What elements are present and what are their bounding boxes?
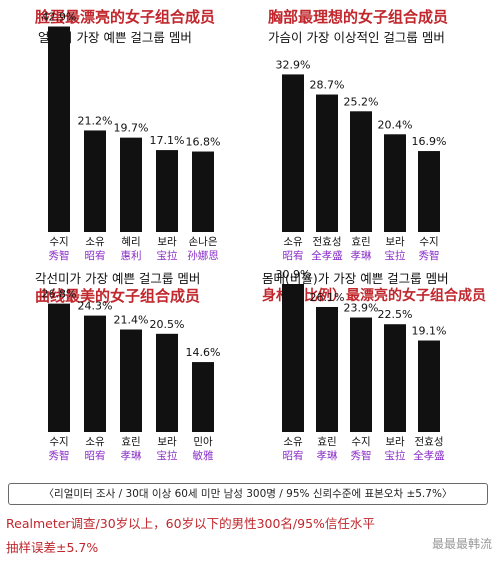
chart-2-title-ko: 가슴이 가장 이상적인 걸그룹 멤버 <box>268 30 445 45</box>
chart-2-category-cn-label-5: 秀智 <box>419 249 440 262</box>
chart-4-category-label-2: 효린 <box>317 436 336 448</box>
chart-4-bar-1 <box>282 283 304 432</box>
chart-3-title-cn: 曲线最美的女子组合成员 <box>35 287 201 305</box>
chart-2-bar-3 <box>350 111 372 232</box>
footnote-line-2: 抽样误差±5.7% <box>6 540 99 555</box>
chart-1-category-label-3: 혜리 <box>121 236 140 248</box>
chart-1-bar-5 <box>192 151 214 232</box>
chart-3-title-ko: 각선미가 가장 예쁜 걸그룹 멤버 <box>35 271 201 286</box>
chart-2-value-label-3: 25.2% <box>344 95 379 108</box>
chart-4-value-label-2: 26.1% <box>310 291 345 304</box>
chart-1-category-label-2: 소유 <box>85 236 105 248</box>
charts-canvas: 42.9%수지秀智21.2%소유昭宥19.7%혜리惠利17.1%보라宝拉16.8… <box>42 11 447 462</box>
chart-3-category-cn-label-3: 孝琳 <box>121 450 142 462</box>
chart-1-category-label-5: 손나은 <box>189 236 218 248</box>
chart-4-category-label-1: 소유 <box>283 436 303 448</box>
chart-4-bar-3 <box>350 317 372 432</box>
chart-2-category-label-5: 수지 <box>419 236 438 248</box>
chart-1-category-cn-label-3: 惠利 <box>121 249 142 262</box>
chart-2-category-label-3: 효린 <box>351 236 370 248</box>
watermark-text: 最最最韩流 <box>431 537 492 551</box>
chart-4-category-cn-label-3: 秀智 <box>351 449 372 462</box>
chart-4-category-label-3: 수지 <box>351 436 370 448</box>
chart-2-bar-1 <box>282 74 304 232</box>
chart-3-value-label-2: 24.3% <box>78 300 113 313</box>
chart-1-value-label-2: 21.2% <box>78 114 113 127</box>
chart-3-bar-1 <box>48 303 70 432</box>
chart-1-category-label-4: 보라 <box>157 236 177 248</box>
chart-3-category-cn-label-2: 昭宥 <box>85 449 106 462</box>
chart-3-category-label-1: 수지 <box>49 436 68 448</box>
chart-1-bar-1 <box>48 26 70 232</box>
chart-4-category-cn-label-4: 宝拉 <box>385 449 406 462</box>
chart-2-value-label-2: 28.7% <box>310 79 345 92</box>
chart-2-value-label-5: 16.9% <box>412 135 447 148</box>
chart-1-bar-3 <box>120 137 142 232</box>
chart-2-category-cn-label-3: 孝琳 <box>351 250 372 262</box>
chart-3-value-label-5: 14.6% <box>186 346 221 359</box>
chart-2-category-label-2: 전효성 <box>313 236 342 248</box>
chart-4-bar-2 <box>316 306 338 432</box>
chart-1-value-label-3: 19.7% <box>114 122 149 135</box>
chart-3-bar-5 <box>192 362 214 432</box>
chart-2-value-label-4: 20.4% <box>378 118 413 131</box>
chart-1-bar-4 <box>156 150 178 232</box>
chart-4-value-label-5: 19.1% <box>412 325 447 338</box>
chart-1-title-cn: 脸蛋最漂亮的女子组合成员 <box>35 8 216 26</box>
chart-3-category-label-5: 민아 <box>193 436 213 448</box>
footnote-line-1: Realmeter调查/30岁以上，60岁以下的男性300名/95%信任水平 <box>6 516 375 531</box>
chart-1-bar-2 <box>84 130 106 232</box>
chart-2-category-cn-label-4: 宝拉 <box>385 249 406 262</box>
chart-4-bar-5 <box>418 340 440 432</box>
chart-1-category-label-1: 수지 <box>49 236 68 248</box>
chart-3-value-label-1: 26.8% <box>42 288 77 301</box>
chart-3-category-cn-label-1: 秀智 <box>49 449 70 462</box>
chart-4-value-label-1: 30.9% <box>276 268 311 281</box>
chart-3-category-label-2: 소유 <box>85 436 105 448</box>
chart-3-value-label-3: 21.4% <box>114 313 149 326</box>
chart-2-bar-5 <box>418 151 440 232</box>
chart-4-value-label-4: 22.5% <box>378 308 413 321</box>
chart-4-title-cn: 身材（比例）最漂亮的女子组合成员 <box>262 288 486 304</box>
chart-2-bar-2 <box>316 94 338 232</box>
chart-1-category-cn-label-4: 宝拉 <box>157 249 178 262</box>
chart-2-category-label-4: 보라 <box>385 236 405 248</box>
chart-4-value-label-3: 23.9% <box>344 302 379 315</box>
chart-3-category-cn-label-4: 宝拉 <box>157 449 178 462</box>
chart-3-bar-2 <box>84 315 106 432</box>
chart-1-value-label-1: 42.9% <box>42 11 77 24</box>
chart-4-title-ko: 몸매(비율)가 가장 예쁜 걸그룹 멤버 <box>262 271 449 286</box>
chart-3-bar-3 <box>120 329 142 432</box>
chart-2-bar-4 <box>384 134 406 232</box>
chart-3-bar-4 <box>156 333 178 432</box>
chart-1-value-label-5: 16.8% <box>186 136 221 149</box>
chart-1-category-cn-label-5: 孙娜恩 <box>187 249 219 262</box>
chart-1-category-cn-label-1: 秀智 <box>49 249 70 262</box>
chart-1-category-cn-label-2: 昭宥 <box>85 249 106 262</box>
chart-3-category-label-3: 효린 <box>121 436 140 448</box>
chart-4-category-cn-label-1: 昭宥 <box>283 449 304 462</box>
chart-2-category-cn-label-1: 昭宥 <box>283 249 304 262</box>
chart-4-category-cn-label-2: 孝琳 <box>317 450 338 462</box>
chart-4-category-cn-label-5: 全孝盛 <box>413 449 445 462</box>
chart-4-category-label-4: 보라 <box>385 436 405 448</box>
chart-2-value-label-1: 32.9% <box>276 58 311 71</box>
source-note: 〈리얼미터 조사 / 30대 이상 60세 미만 남성 300명 / 95% 신… <box>8 483 488 505</box>
chart-2-category-label-1: 소유 <box>283 236 303 248</box>
chart-2-category-cn-label-2: 全孝盛 <box>311 249 343 262</box>
chart-2-title-cn: 胸部最理想的女子组合成员 <box>268 8 449 26</box>
chart-3-category-label-4: 보라 <box>157 436 177 448</box>
chart-3-value-label-4: 20.5% <box>150 318 185 331</box>
chart-4-bar-4 <box>384 324 406 432</box>
chart-1-title-ko: 얼굴이 가장 예쁜 걸그룹 멤버 <box>38 30 192 45</box>
chart-1-value-label-4: 17.1% <box>150 134 185 147</box>
chart-3-category-cn-label-5: 敏雅 <box>193 449 214 462</box>
chart-4-category-label-5: 전효성 <box>415 436 444 448</box>
